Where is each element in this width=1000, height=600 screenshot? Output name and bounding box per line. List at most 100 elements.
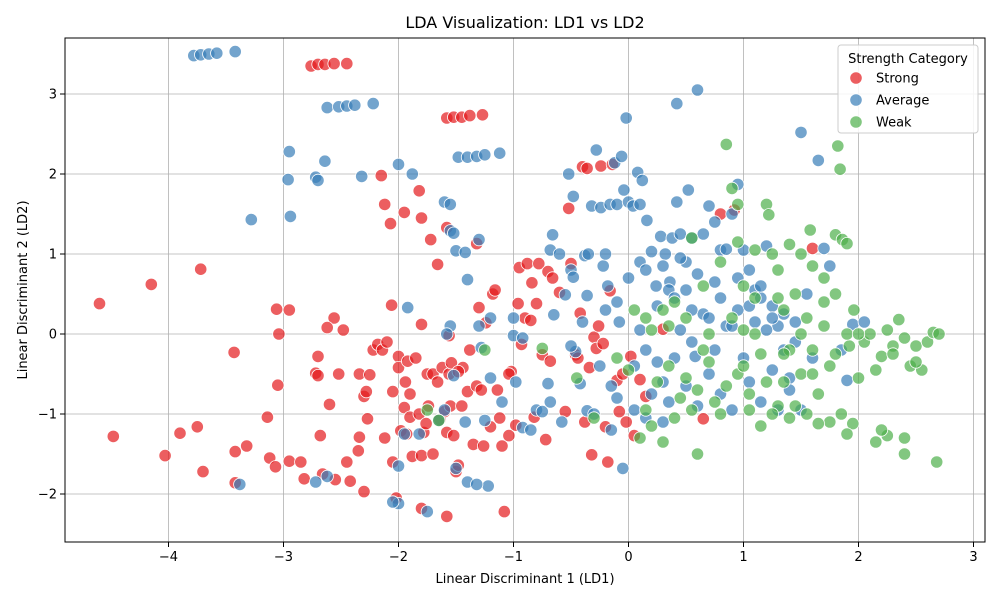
data-point [403,387,417,401]
data-point [430,375,445,389]
data-point [673,227,687,241]
data-point [777,347,791,361]
data-point [596,259,610,273]
data-point [708,395,722,409]
x-tick-label: −3 [274,550,293,565]
data-point [800,311,814,325]
data-point [656,435,670,449]
data-point [419,416,433,431]
data-point [702,367,716,381]
data-point [754,419,768,433]
data-point [811,387,825,401]
data-point [627,403,641,417]
data-point [281,173,295,187]
data-point [520,256,534,271]
data-point [673,251,687,265]
data-point [158,448,172,463]
data-point [529,296,544,311]
data-point [759,323,774,337]
data-point [374,169,388,183]
data-point [271,378,285,392]
data-point [742,387,756,401]
series-weak [420,137,946,469]
data-point [658,247,672,261]
data-point [840,327,854,341]
data-point [777,303,791,317]
data-point [719,137,733,151]
data-point [708,343,722,357]
legend-label: Average [876,94,929,109]
data-point [460,272,475,287]
data-point [656,303,670,317]
data-point [633,431,647,445]
data-point [811,153,825,167]
data-point [610,295,624,309]
data-point [633,372,647,387]
data-point [897,331,912,345]
data-point [788,315,802,329]
data-point [541,376,555,391]
data-point [742,263,756,277]
data-point [378,431,392,445]
data-point [619,111,633,125]
data-point [742,403,756,417]
data-point [754,279,768,293]
data-point [823,259,837,273]
legend: Strength Category Strong Average Weak [837,44,979,134]
data-points [92,44,946,524]
data-point [639,311,653,325]
data-point [478,343,492,357]
data-point [831,139,845,153]
data-point [771,291,785,305]
data-point [650,355,664,369]
data-point [516,331,530,345]
data-point [228,444,242,459]
data-point [357,484,371,499]
data-point [447,368,461,383]
data-point [736,359,751,373]
data-point [311,368,325,383]
x-tick-label: 1 [739,550,747,565]
data-point [696,343,710,357]
data-point [649,279,663,293]
data-point [846,416,860,431]
data-point [702,311,716,325]
data-point [327,311,341,325]
data-point [667,295,682,309]
data-point [644,323,659,337]
data-point [391,360,406,375]
data-point [702,327,716,341]
data-point [681,183,695,197]
data-point [106,429,120,443]
legend-label: Strong [876,72,919,87]
legend-items: Strong Average Weak [849,71,929,131]
data-point [311,349,325,363]
data-point [497,504,511,519]
data-point [144,277,158,291]
data-point [552,247,567,261]
data-point [828,347,843,361]
data-point [598,247,613,261]
data-point [696,412,710,426]
data-point [748,327,762,341]
data-point [227,345,241,359]
data-point [363,368,377,382]
data-point [685,335,699,349]
data-point [897,447,912,461]
data-point [759,375,774,389]
data-point [283,209,297,223]
data-point [532,256,546,271]
data-point [725,403,739,417]
data-point [754,395,768,409]
data-point [524,423,538,437]
chart-title: LDA Visualization: LD1 vs LD2 [405,13,644,32]
data-point [817,295,831,309]
data-point [282,454,296,468]
data-point [474,383,488,397]
data-point [585,448,599,462]
data-point [612,404,626,419]
data-point [233,477,247,491]
data-point [685,231,699,245]
data-point [398,375,412,389]
data-point [702,199,716,213]
